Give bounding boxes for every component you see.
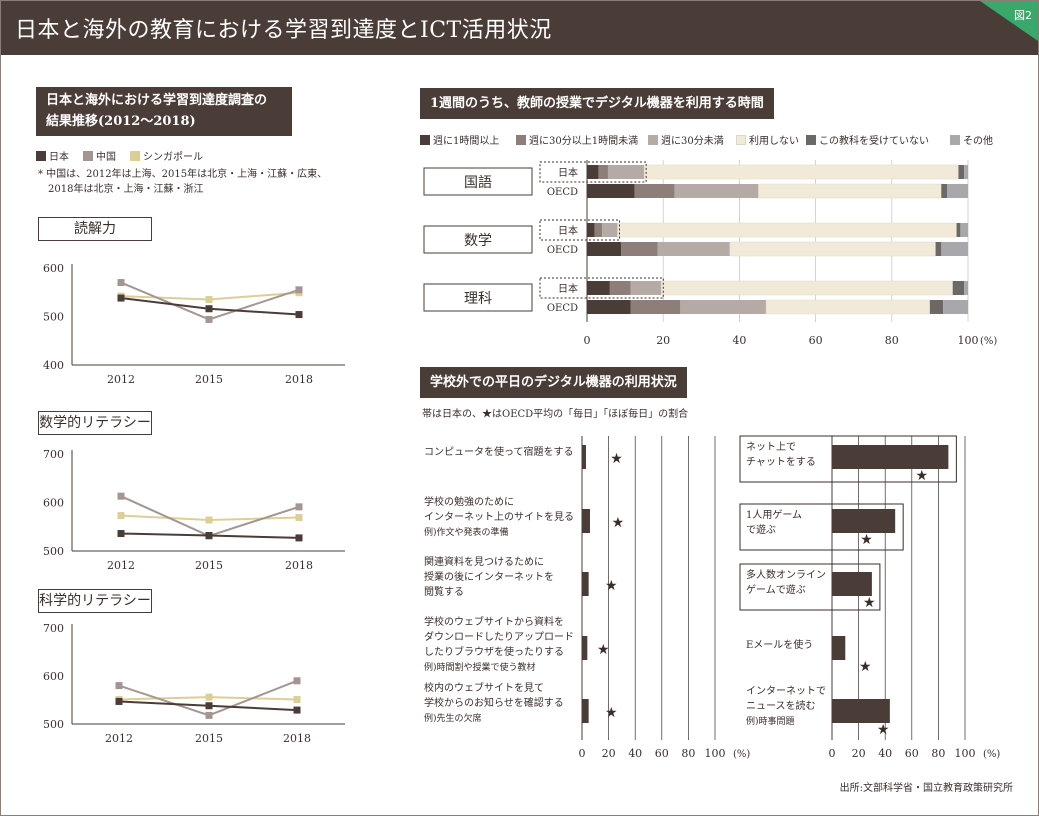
x-tick-label: 2018 <box>285 373 313 386</box>
legend-japan: 日本 <box>36 148 69 163</box>
data-point-日本 <box>117 294 125 302</box>
data-point-日本 <box>117 530 125 538</box>
china-note-line2: 2018年は北京・上海・江蘇・浙江 <box>48 184 204 195</box>
x-tick-label: 2012 <box>107 559 135 572</box>
x-tick-label: 2018 <box>283 732 311 745</box>
data-point-日本 <box>115 697 123 705</box>
line-charts-svg: 400 500 600 2012 2015 2018 500 600 700 2012 2015 20… <box>43 262 345 745</box>
y-tick-label: 500 <box>43 545 64 558</box>
legend-label: 週に30分以上1時間未満 <box>529 136 639 147</box>
source-credit: 出所:文部科学省・国立教育政策研究所 <box>839 783 1013 794</box>
figure-tag-label: 図2 <box>1014 9 1032 22</box>
legend-swatch <box>648 134 658 145</box>
stacked-legend-item: その他 <box>950 132 993 147</box>
legend-singapore: シンガポール <box>130 148 203 163</box>
data-point-日本 <box>293 706 301 714</box>
x-tick-label: 2012 <box>105 732 133 745</box>
legend-label: シンガポール <box>143 152 203 163</box>
y-tick-label: 400 <box>43 359 64 372</box>
right-top-section-title: 1週間のうち、教師の授業でデジタル機器を利用する時間 <box>420 88 774 119</box>
data-point-シンガポール <box>295 514 303 522</box>
stacked-legend-item: 週に1時間以上 <box>420 132 499 147</box>
data-point-中国 <box>117 492 125 500</box>
y-tick-label: 700 <box>43 622 64 635</box>
data-point-シンガポール <box>117 512 125 520</box>
x-tick-label: 2015 <box>195 559 223 572</box>
legend-label: 中国 <box>96 152 116 163</box>
stacked-legend-item: 週に30分以上1時間未満 <box>516 132 638 147</box>
stacked-legend-item: 利用しない <box>736 132 799 147</box>
reading-chart-label: 読解力 <box>38 217 152 241</box>
figure-tag: 図2 <box>980 1 1038 41</box>
legend-label: 利用しない <box>749 136 799 147</box>
y-tick-label: 700 <box>43 448 64 461</box>
data-point-日本 <box>205 702 213 710</box>
y-tick-label: 500 <box>43 718 64 731</box>
legend-swatch <box>83 150 93 161</box>
right-bottom-subtitle: 帯は日本の、★はOECD平均の「毎日」「ほぼ毎日」の割合 <box>422 409 689 420</box>
data-point-中国 <box>205 315 213 323</box>
header-bar: 日本と海外の教育における学習到達度とICT活用状況 図2 <box>1 1 1038 55</box>
data-point-シンガポール <box>205 296 213 304</box>
x-tick-label: 2015 <box>195 373 223 386</box>
math-chart-label: 数学的リテラシー <box>38 411 152 435</box>
legend-china: 中国 <box>83 148 116 163</box>
legend-label: 週に1時間以上 <box>433 136 500 147</box>
data-point-日本 <box>205 305 213 313</box>
legend-swatch <box>130 150 140 161</box>
data-point-日本 <box>205 531 213 539</box>
legend-swatch <box>806 134 816 145</box>
legend-label: その他 <box>963 136 993 147</box>
china-note: * 中国は、2012年は上海、2015年は北京・上海・江蘇・広東、 2018年は… <box>38 167 327 197</box>
legend-swatch <box>736 134 746 145</box>
y-tick-label: 500 <box>43 311 64 324</box>
legend-swatch <box>420 134 430 145</box>
data-point-中国 <box>117 279 125 287</box>
x-tick-label: 2012 <box>107 373 135 386</box>
data-point-中国 <box>205 711 213 719</box>
y-tick-label: 600 <box>43 262 64 275</box>
data-point-中国 <box>115 682 123 690</box>
legend-swatch <box>36 150 46 161</box>
legend-label: 週に30分未満 <box>661 136 724 147</box>
stacked-legend-item: この教科を受けていない <box>806 132 929 147</box>
stacked-legend-item: 週に30分未満 <box>648 132 724 147</box>
data-point-シンガポール <box>205 693 213 701</box>
data-point-日本 <box>295 311 303 319</box>
legend-swatch <box>516 134 526 145</box>
x-tick-label: 2015 <box>195 732 223 745</box>
y-tick-label: 600 <box>43 670 64 683</box>
x-tick-label: 2018 <box>285 559 313 572</box>
china-note-line1: * 中国は、2012年は上海、2015年は北京・上海・江蘇・広東、 <box>38 169 328 180</box>
data-point-中国 <box>293 677 301 685</box>
page-title: 日本と海外の教育における学習到達度とICT活用状況 <box>15 18 552 43</box>
y-tick-label: 600 <box>43 497 64 510</box>
data-point-中国 <box>295 503 303 511</box>
legend-label: 日本 <box>49 152 69 163</box>
data-point-日本 <box>295 534 303 542</box>
right-bottom-section-title: 学校外での平日のデジタル機器の利用状況 <box>420 367 687 398</box>
legend-swatch <box>950 134 960 145</box>
science-chart-label: 科学的リテラシー <box>38 589 152 613</box>
left-section-title: 日本と海外における学習到達度調査の 結果推移(2012〜2018) <box>36 87 292 136</box>
data-point-シンガポール <box>205 516 213 524</box>
data-point-中国 <box>295 286 303 294</box>
legend-label: この教科を受けていない <box>819 136 929 147</box>
data-point-シンガポール <box>293 696 301 704</box>
left-section-title-line1: 日本と海外における学習到達度調査の <box>46 93 268 108</box>
left-section-title-line2: 結果推移(2012〜2018) <box>46 114 196 129</box>
